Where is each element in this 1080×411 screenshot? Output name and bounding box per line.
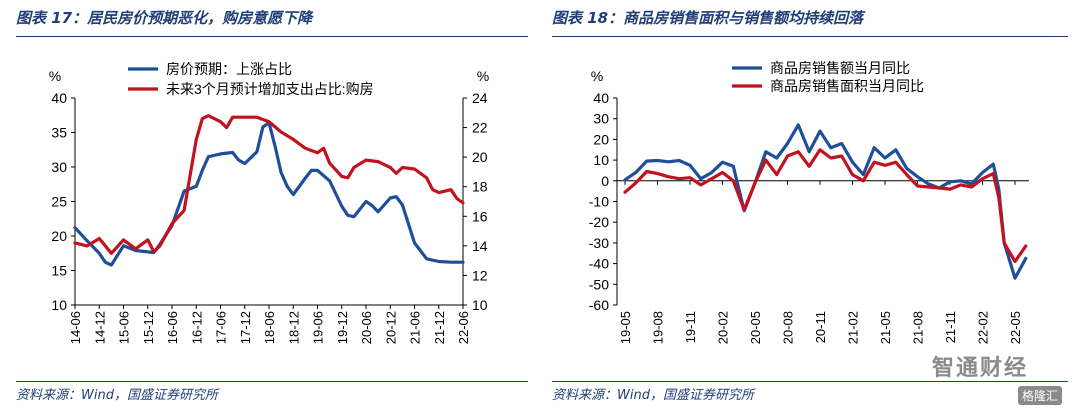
x-tick-label: 21-02 xyxy=(846,311,861,344)
right-y-unit: % xyxy=(477,68,489,84)
x-tick-label: 15-12 xyxy=(141,311,156,344)
left-title-rule xyxy=(16,36,528,37)
right-y-tick-label: 18 xyxy=(472,179,488,195)
x-tick-label: 20-12 xyxy=(383,311,398,344)
legend-label-1: 商品房销售额当月同比 xyxy=(770,60,910,76)
x-tick-label: 17-06 xyxy=(214,311,229,344)
left-y-tick-label: 10 xyxy=(51,297,67,313)
y-tick-label: 0 xyxy=(601,173,609,189)
x-tick-label: 21-12 xyxy=(432,311,447,344)
left-y-tick-label: 15 xyxy=(51,263,67,279)
series-line-1 xyxy=(73,121,465,267)
right-title-rule xyxy=(552,36,1068,37)
y-tick-label: -20 xyxy=(589,214,609,230)
x-tick-label: 17-12 xyxy=(238,311,253,344)
left-y-tick-label: 20 xyxy=(51,228,67,244)
right-y-tick-label: 16 xyxy=(472,208,488,224)
legend-label-1: 房价预期：上涨占比 xyxy=(166,61,292,77)
x-tick-label: 21-08 xyxy=(911,311,926,344)
y-tick-label: -30 xyxy=(589,235,609,251)
x-tick-label: 19-06 xyxy=(311,311,326,344)
y-tick-label: 30 xyxy=(593,111,609,127)
left-source-note: 资料来源：Wind，国盛证券研究所 xyxy=(16,388,218,403)
legend-label-2: 商品房销售面积当月同比 xyxy=(770,78,924,94)
y-tick-label: 40 xyxy=(593,90,609,106)
right-y-tick-label: 10 xyxy=(472,297,488,313)
x-tick-label: 19-05 xyxy=(618,311,633,344)
right-y-tick-label: 24 xyxy=(472,90,488,106)
x-tick-label: 21-06 xyxy=(408,311,423,344)
right-y-tick-label: 20 xyxy=(472,149,488,165)
left-line-chart: 10 15 20 25 30 35 40 10 12 14 16 18 20 22 24% % 14-06 14-… xyxy=(49,61,489,344)
series-line-1 xyxy=(623,123,1028,280)
x-tick-label: 19-11 xyxy=(683,311,698,343)
legend-label-2: 未来3个月预计增加支出占比:购房 xyxy=(166,81,374,97)
watermark-badge: 格隆汇 xyxy=(1018,386,1063,405)
x-tick-label: 18-12 xyxy=(286,311,301,344)
x-tick-label: 14-06 xyxy=(68,311,83,344)
x-tick-label: 20-08 xyxy=(781,311,796,344)
y-unit: % xyxy=(591,68,603,84)
y-tick-label: -40 xyxy=(589,256,609,272)
y-tick-label: 10 xyxy=(593,152,609,168)
x-tick-label: 20-06 xyxy=(359,311,374,344)
right-chart-title: 图表 18：商品房销售面积与销售额均持续回落 xyxy=(552,9,864,27)
x-tick-label: 20-05 xyxy=(748,311,763,344)
left-y-tick-label: 35 xyxy=(51,125,67,141)
x-tick-label: 22-05 xyxy=(1008,311,1023,344)
x-tick-label: 18-06 xyxy=(262,311,277,344)
watermark-text: 智通财经 xyxy=(932,356,1029,381)
right-y-tick-label: 12 xyxy=(472,267,488,283)
x-tick-label: 15-06 xyxy=(117,311,132,344)
right-source-note: 资料来源：Wind，国盛证券研究所 xyxy=(552,388,754,403)
x-tick-label: 16-06 xyxy=(165,311,180,344)
right-y-tick-label: 22 xyxy=(472,120,488,136)
x-tick-label: 20-02 xyxy=(716,311,731,344)
left-y-unit: % xyxy=(49,68,61,84)
x-tick-label: 22-02 xyxy=(976,311,991,344)
x-tick-label: 20-11 xyxy=(813,311,828,343)
left-y-tick-label: 30 xyxy=(51,159,67,175)
x-tick-label: 19-08 xyxy=(651,311,666,344)
x-tick-label: 21-11 xyxy=(943,311,958,343)
y-tick-label: -60 xyxy=(589,297,609,313)
y-tick-label: -50 xyxy=(589,276,609,292)
x-tick-label: 19-12 xyxy=(335,311,350,344)
x-tick-label: 14-12 xyxy=(92,311,107,344)
y-tick-label: -10 xyxy=(589,194,609,210)
x-tick-label: 16-12 xyxy=(189,311,204,344)
right-line-chart: -60 -50 -40 -30 -20 -10 0 10 20 30 40% 19-05 19-08 19… xyxy=(589,60,1029,344)
series-line-2 xyxy=(73,114,465,255)
y-tick-label: 20 xyxy=(593,131,609,147)
x-tick-label: 22-06 xyxy=(456,311,471,344)
left-y-tick-label: 40 xyxy=(51,90,67,106)
left-footer-rule xyxy=(16,381,528,382)
left-chart-panel: 图表 17：居民房价预期恶化，购房意愿下降 10 15 20 25 30 35 40 10 12… xyxy=(16,9,528,403)
right-y-tick-label: 14 xyxy=(472,238,488,254)
right-chart-panel: 图表 18：商品房销售面积与销售额均持续回落 -60 -50 -40 -30 -20 -1… xyxy=(540,0,1080,411)
right-footer-rule xyxy=(552,381,1068,382)
left-chart-title: 图表 17：居民房价预期恶化，购房意愿下降 xyxy=(16,9,313,27)
series-line-2 xyxy=(623,148,1028,264)
left-y-tick-label: 25 xyxy=(51,194,67,210)
x-tick-label: 21-05 xyxy=(878,311,893,344)
